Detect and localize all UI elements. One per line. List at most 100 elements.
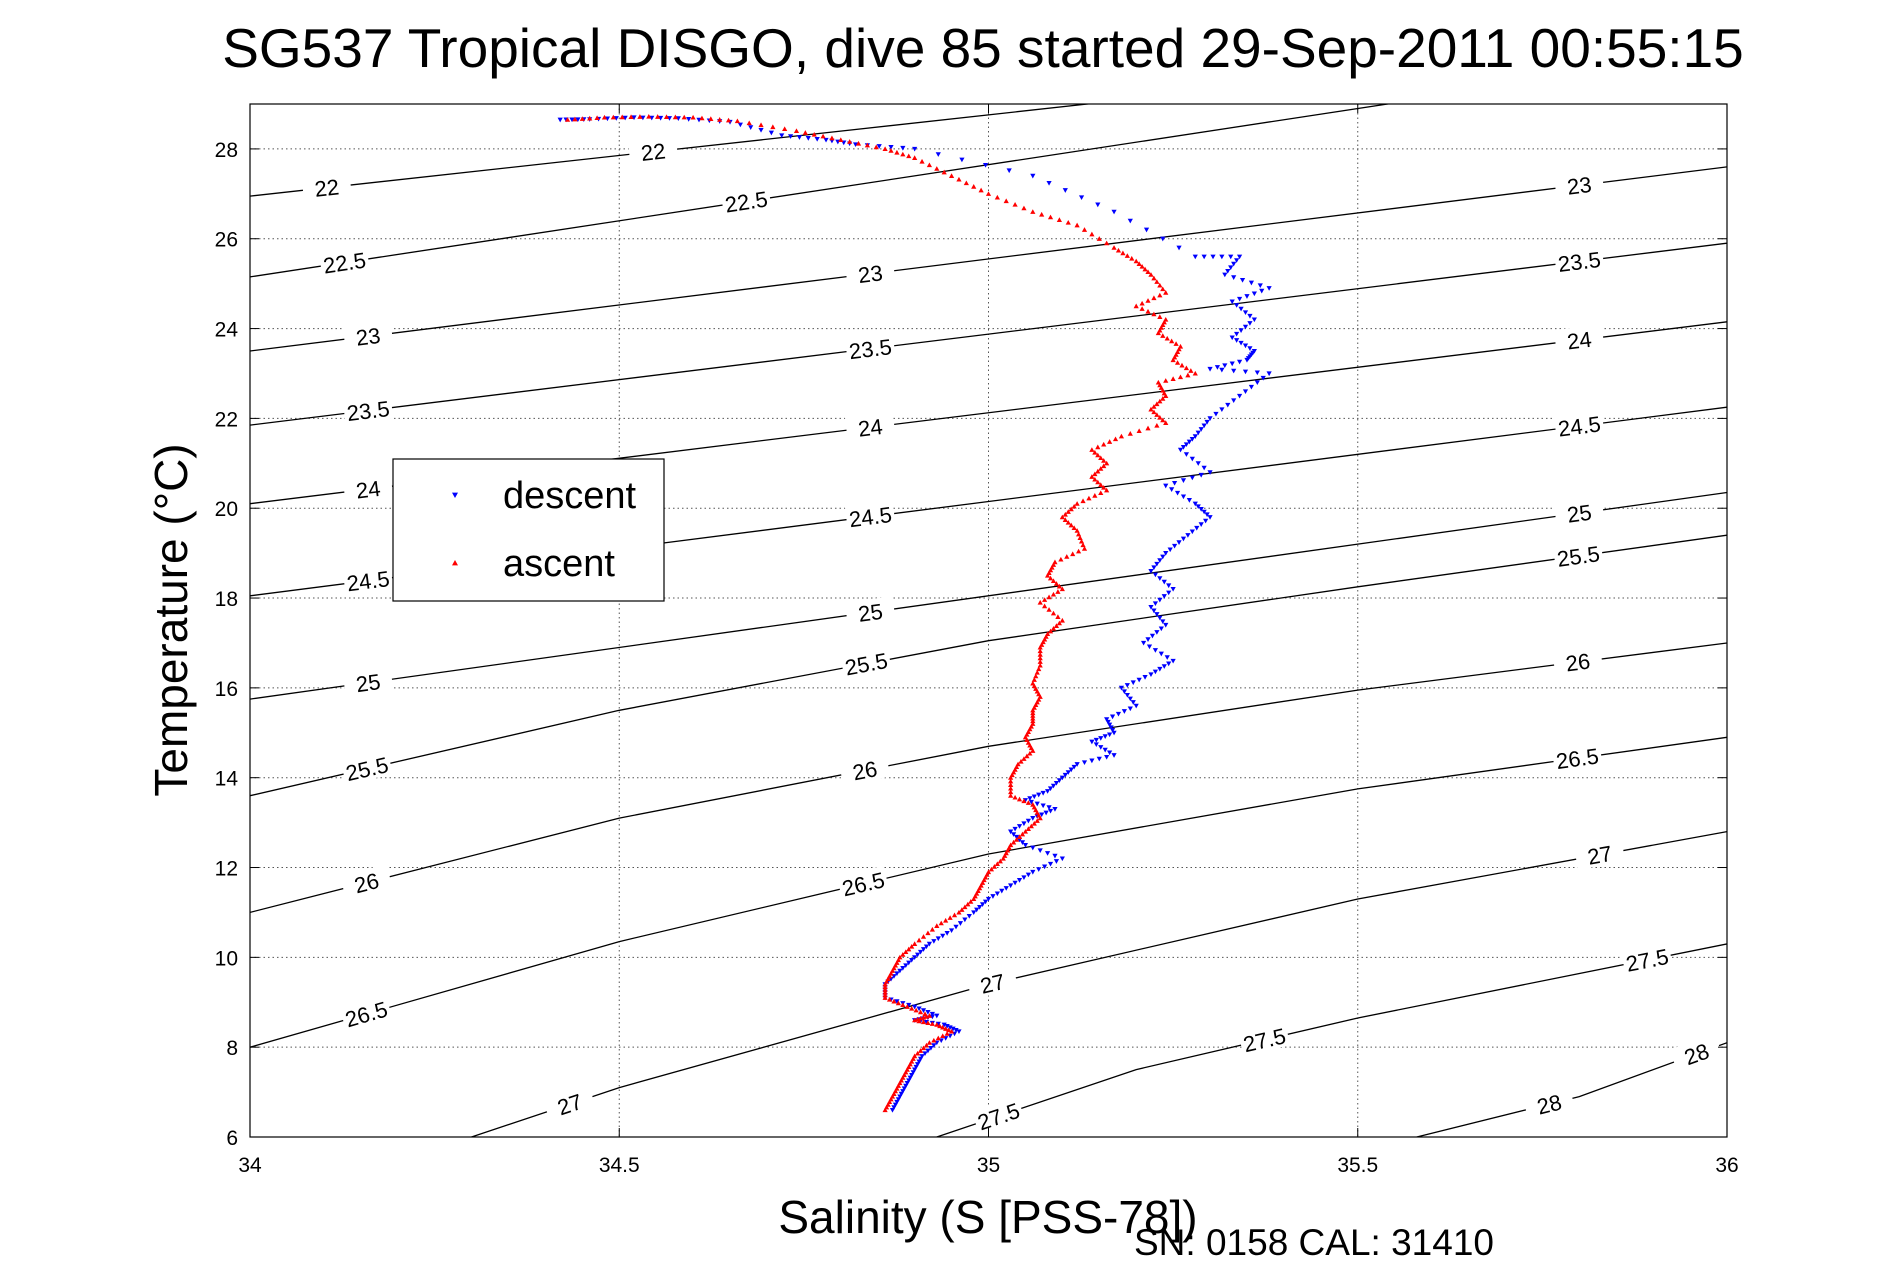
descent-point	[1121, 709, 1127, 714]
descent-point	[1248, 384, 1255, 390]
ascent-point	[882, 984, 888, 990]
descent-point	[1229, 361, 1235, 367]
descent-point	[1160, 619, 1166, 624]
ascent-point	[811, 131, 817, 137]
descent-point	[1108, 725, 1114, 730]
descent-point	[1254, 380, 1260, 386]
descent-point	[990, 894, 996, 899]
descent-point	[1016, 878, 1023, 883]
descent-point	[658, 115, 664, 121]
ascent-point	[1089, 447, 1095, 452]
descent-point	[1242, 324, 1249, 330]
ascent-point	[1145, 308, 1151, 314]
contour-label: 24.5	[848, 502, 894, 532]
descent-point	[1151, 565, 1157, 571]
descent-point	[569, 117, 575, 123]
descent-point	[1036, 792, 1042, 798]
ascent-point	[1056, 217, 1062, 222]
descent-point	[1003, 886, 1009, 891]
descent-point	[920, 1008, 927, 1013]
descent-point	[1052, 853, 1058, 859]
ascent-point	[1018, 758, 1024, 764]
descent-point	[895, 1097, 902, 1102]
descent-point	[631, 115, 637, 121]
descent-point	[1236, 296, 1243, 302]
descent-point	[1207, 416, 1213, 421]
contour-label: 23.5	[1557, 247, 1603, 277]
descent-point	[1021, 875, 1027, 881]
ascent-point	[655, 114, 661, 119]
ascent-point	[708, 116, 714, 121]
ascent-point	[1101, 458, 1107, 463]
descent-point	[925, 1010, 931, 1015]
ascent-point	[1050, 610, 1057, 616]
descent-point	[779, 133, 785, 139]
descent-point	[1152, 572, 1159, 578]
contour-label-bg	[1552, 646, 1604, 676]
ascent-point	[1139, 300, 1145, 306]
descent-point	[557, 117, 563, 123]
ascent-point	[1042, 597, 1048, 602]
ascent-point	[1089, 231, 1095, 237]
descent-point	[910, 1070, 916, 1075]
ascent-point	[1098, 490, 1104, 496]
descent-point	[675, 116, 681, 121]
contour-label: 25.5	[843, 648, 890, 681]
ascent-point	[1129, 255, 1135, 261]
ascent-point	[1003, 198, 1009, 204]
descent-point	[1062, 188, 1068, 193]
descent-point	[1047, 786, 1054, 792]
descent-point	[917, 949, 924, 955]
ascent-point	[1170, 357, 1176, 363]
ascent-point	[681, 114, 687, 120]
ascent-point	[1139, 263, 1145, 269]
descent-point	[1047, 808, 1054, 814]
descent-point	[999, 888, 1005, 894]
density-contour-line	[250, 86, 915, 97]
descent-point	[1183, 452, 1190, 457]
ascent-point	[1016, 796, 1023, 802]
descent-point	[892, 1102, 899, 1108]
ascent-point	[1037, 648, 1043, 654]
ascent-point	[1037, 815, 1043, 821]
descent-point	[1151, 608, 1157, 614]
ascent-point	[1053, 623, 1060, 628]
ascent-point	[1044, 572, 1051, 578]
descent-point	[1222, 363, 1228, 368]
descent-point	[814, 136, 820, 142]
descent-point	[1219, 254, 1225, 260]
contour-label: 26.5	[342, 997, 390, 1033]
descent-point	[1053, 781, 1060, 786]
descent-point	[1065, 770, 1071, 775]
ascent-point	[1008, 778, 1014, 784]
ascent-point	[948, 173, 955, 178]
descent-point	[915, 952, 921, 958]
descent-point	[928, 1045, 934, 1051]
ascent-point	[717, 117, 723, 122]
descent-point	[906, 1078, 912, 1084]
ascent-point	[882, 995, 888, 1000]
descent-point	[1071, 764, 1077, 770]
ascent-point	[1157, 292, 1163, 298]
descent-point	[1192, 501, 1198, 507]
contour-label: 23	[857, 260, 884, 288]
descent-point	[575, 117, 581, 123]
descent-point	[1161, 664, 1167, 669]
ascent-point	[915, 1050, 921, 1056]
descent-point	[1195, 430, 1201, 436]
ascent-point	[1058, 556, 1064, 562]
descent-point	[912, 955, 918, 960]
chart-title: SG537 Tropical DISGO, dive 85 started 29…	[222, 17, 1744, 79]
ascent-point	[1030, 707, 1036, 713]
descent-point	[1019, 840, 1026, 845]
ascent-point	[1095, 468, 1101, 474]
ascent-point	[1059, 617, 1065, 623]
descent-point	[1130, 680, 1136, 686]
descent-point	[1127, 218, 1133, 224]
contour-label: 25	[857, 599, 885, 627]
x-tick-label: 34	[238, 1154, 262, 1177]
descent-point	[903, 1083, 909, 1089]
descent-point	[1022, 842, 1029, 848]
contour-label-bg	[342, 564, 394, 595]
descent-point	[1111, 209, 1117, 215]
